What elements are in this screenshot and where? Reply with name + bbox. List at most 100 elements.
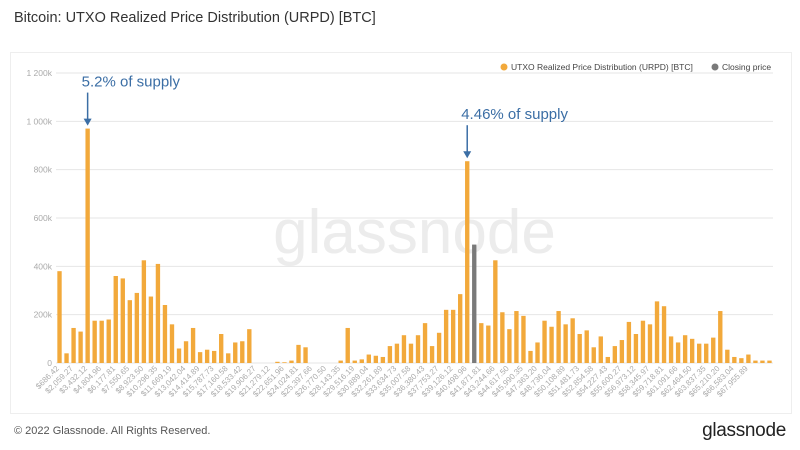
urpd-bar: [697, 343, 702, 363]
urpd-bar: [514, 311, 519, 363]
urpd-bar: [155, 263, 161, 363]
closing-price-bar: [472, 244, 477, 363]
supply-annotation-label: 4.46% of supply: [461, 106, 568, 123]
y-tick-label: 1 000k: [26, 116, 52, 126]
urpd-bar: [401, 335, 407, 363]
urpd-bar: [725, 349, 730, 363]
urpd-bar: [78, 331, 83, 363]
urpd-bar: [211, 350, 217, 363]
urpd-bar: [591, 347, 596, 363]
urpd-bar: [275, 361, 280, 363]
urpd-bar: [338, 360, 343, 363]
urpd-bar: [366, 354, 371, 363]
urpd-bar: [282, 362, 287, 363]
urpd-bar: [57, 271, 62, 363]
urpd-bar: [633, 334, 639, 363]
urpd-bar: [654, 301, 660, 363]
urpd-bar: [373, 355, 379, 363]
urpd-bar: [99, 320, 104, 363]
urpd-bar: [240, 341, 245, 363]
urpd-bar: [134, 292, 140, 363]
urpd-bar: [458, 294, 463, 363]
urpd-bar: [570, 318, 575, 363]
legend-label-closing-price: Closing price: [722, 62, 771, 72]
urpd-bar: [204, 349, 210, 363]
y-tick-label: 600k: [34, 213, 53, 223]
urpd-bar: [162, 305, 168, 363]
chart-title: Bitcoin: UTXO Realized Price Distributio…: [14, 10, 376, 26]
urpd-bar: [500, 312, 505, 363]
urpd-bar: [711, 337, 716, 363]
legend-marker-closing-price: [711, 63, 719, 71]
urpd-bar: [106, 319, 111, 363]
urpd-bar: [647, 324, 653, 363]
urpd-bar: [549, 326, 554, 363]
urpd-bar: [303, 347, 308, 363]
urpd-bar: [120, 278, 125, 363]
urpd-bar: [563, 324, 568, 363]
y-tick-label: 1 200k: [26, 68, 52, 78]
urpd-bar: [64, 353, 69, 363]
legend-marker-urpd: [500, 63, 508, 71]
urpd-bar: [605, 356, 610, 363]
urpd-bar: [85, 128, 90, 363]
urpd-bar: [169, 324, 175, 363]
urpd-bar: [626, 321, 632, 363]
urpd-bar: [443, 309, 449, 363]
urpd-bar: [577, 334, 582, 363]
urpd-bar: [767, 360, 772, 363]
urpd-bar: [528, 350, 533, 363]
annotation-arrow-head: [83, 118, 92, 126]
urpd-bar: [746, 354, 751, 363]
y-tick-label: 200k: [34, 310, 53, 320]
urpd-bar: [739, 358, 744, 363]
urpd-bar: [289, 360, 294, 363]
urpd-bar: [675, 342, 681, 363]
urpd-bar: [183, 341, 189, 363]
urpd-bar: [296, 344, 301, 363]
urpd-bar: [394, 343, 400, 363]
urpd-bar: [436, 332, 442, 363]
urpd-bar: [415, 335, 421, 363]
chart-area: glassnode 0 200k 400k 600k 800k 1 000k 1 200k $6…: [10, 52, 792, 414]
urpd-bar: [387, 346, 393, 363]
y-tick-label: 800k: [34, 165, 53, 175]
urpd-bar: [682, 335, 688, 363]
watermark-text: glassnode: [273, 198, 556, 267]
urpd-bar: [760, 360, 765, 363]
urpd-bar: [233, 342, 238, 363]
urpd-bar: [190, 327, 196, 363]
urpd-bar: [753, 360, 758, 363]
urpd-bar: [408, 343, 414, 363]
copyright-text: © 2022 Glassnode. All Rights Reserved.: [14, 425, 211, 437]
urpd-bar: [352, 360, 357, 363]
urpd-bar: [380, 356, 386, 363]
urpd-bar: [619, 340, 625, 363]
urpd-bar: [640, 320, 646, 363]
urpd-bar: [584, 330, 589, 363]
urpd-bar: [197, 352, 203, 363]
urpd-bar: [429, 346, 435, 363]
urpd-bar: [71, 327, 76, 363]
urpd-bar: [479, 323, 484, 363]
urpd-bar: [598, 336, 603, 363]
urpd-bar: [127, 300, 132, 363]
urpd-bar: [148, 296, 154, 363]
annotation-arrow-head: [463, 151, 472, 159]
urpd-bar: [359, 359, 364, 363]
urpd-bar: [556, 311, 561, 363]
urpd-bar: [450, 309, 456, 363]
urpd-bar: [668, 336, 674, 363]
urpd-bar: [732, 356, 737, 363]
supply-annotation-label: 5.2% of supply: [82, 74, 181, 91]
urpd-bar: [612, 346, 618, 363]
urpd-bar: [247, 329, 252, 363]
urpd-bar: [176, 348, 182, 363]
urpd-bar: [486, 325, 491, 363]
urpd-bar: [542, 320, 547, 363]
urpd-bar: [661, 306, 667, 363]
urpd-bar: [219, 334, 224, 363]
urpd-bar: [493, 260, 498, 363]
urpd-bar: [113, 276, 118, 363]
